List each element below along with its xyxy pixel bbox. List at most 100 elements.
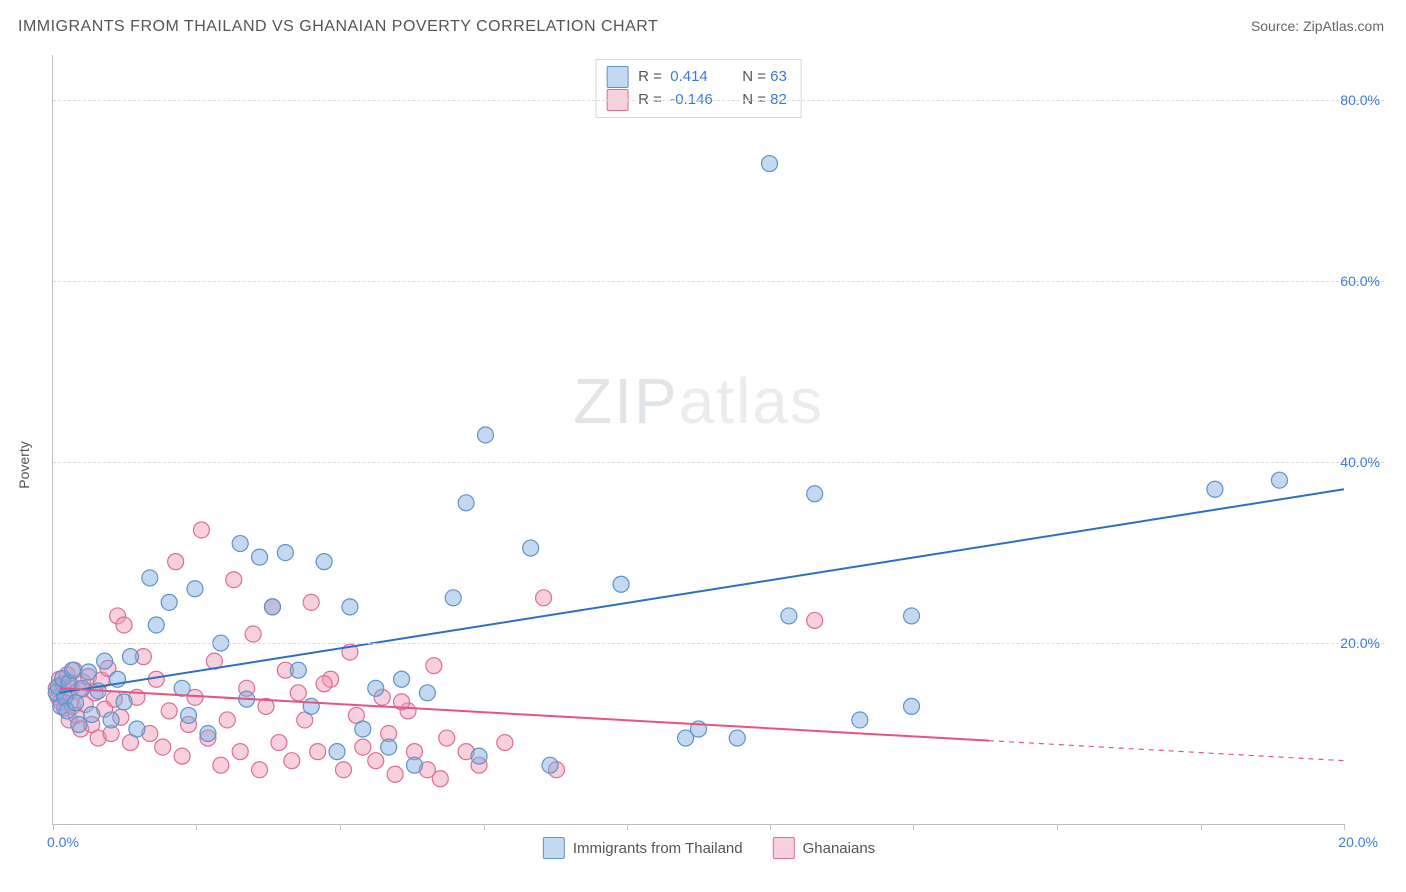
header: IMMIGRANTS FROM THAILAND VS GHANAIAN POV… [0, 0, 1406, 42]
y-tick-label: 40.0% [1320, 454, 1384, 470]
point-thailand [471, 748, 487, 764]
x-tick [1344, 824, 1345, 830]
point-thailand [303, 698, 319, 714]
source-name: ZipAtlas.com [1303, 18, 1384, 34]
point-ghanaian [271, 735, 287, 751]
point-thailand [68, 695, 84, 711]
point-ghanaian [368, 753, 384, 769]
r-label: R = [638, 68, 662, 85]
point-ghanaian [303, 594, 319, 610]
point-ghanaian [284, 753, 300, 769]
x-axis-max-label: 20.0% [1338, 834, 1378, 850]
point-thailand [381, 739, 397, 755]
x-tick [913, 824, 914, 830]
point-thailand [187, 581, 203, 597]
point-thailand [161, 594, 177, 610]
point-thailand [277, 545, 293, 561]
point-ghanaian [226, 572, 242, 588]
swatch-thailand-icon [543, 837, 565, 859]
source-attribution: Source: ZipAtlas.com [1251, 18, 1384, 34]
point-thailand [1271, 472, 1287, 488]
point-ghanaian [213, 757, 229, 773]
y-axis-label: Poverty [16, 441, 32, 488]
point-thailand [264, 599, 280, 615]
x-axis-min-label: 0.0% [47, 834, 79, 850]
plot-area: ZIPatlas R = 0.414 N = 63 R = -0.146 N =… [52, 55, 1344, 825]
x-tick [770, 824, 771, 830]
point-thailand [781, 608, 797, 624]
point-thailand [852, 712, 868, 728]
point-thailand [252, 549, 268, 565]
point-thailand [148, 617, 164, 633]
point-thailand [97, 653, 113, 669]
legend-row-thailand: R = 0.414 N = 63 [606, 66, 787, 89]
point-ghanaian [155, 739, 171, 755]
point-thailand [64, 662, 80, 678]
point-thailand [103, 712, 119, 728]
x-tick [1201, 824, 1202, 830]
legend-item-thailand: Immigrants from Thailand [543, 837, 743, 859]
y-tick-label: 80.0% [1320, 92, 1384, 108]
point-thailand [542, 757, 558, 773]
y-tick-label: 20.0% [1320, 635, 1384, 651]
scatter-svg [53, 55, 1344, 824]
point-ghanaian [497, 735, 513, 751]
point-thailand [729, 730, 745, 746]
point-ghanaian [432, 771, 448, 787]
x-tick [53, 824, 54, 830]
point-ghanaian [219, 712, 235, 728]
point-ghanaian [536, 590, 552, 606]
point-ghanaian [116, 617, 132, 633]
point-thailand [523, 540, 539, 556]
point-thailand [116, 694, 132, 710]
point-ghanaian [193, 522, 209, 538]
point-thailand [316, 554, 332, 570]
point-thailand [458, 495, 474, 511]
gridline [53, 100, 1384, 101]
point-thailand [181, 707, 197, 723]
point-ghanaian [426, 658, 442, 674]
x-tick [196, 824, 197, 830]
swatch-thailand [606, 66, 628, 88]
point-thailand [807, 486, 823, 502]
point-ghanaian [232, 744, 248, 760]
point-ghanaian [252, 762, 268, 778]
point-thailand [904, 698, 920, 714]
x-tick [1057, 824, 1058, 830]
point-thailand [904, 608, 920, 624]
point-ghanaian [387, 766, 403, 782]
point-thailand [290, 662, 306, 678]
gridline [53, 281, 1384, 282]
point-thailand [355, 721, 371, 737]
point-ghanaian [439, 730, 455, 746]
point-thailand [394, 671, 410, 687]
gridline [53, 462, 1384, 463]
point-thailand [342, 599, 358, 615]
x-tick [484, 824, 485, 830]
point-ghanaian [161, 703, 177, 719]
point-thailand [1207, 481, 1223, 497]
point-thailand [129, 721, 145, 737]
point-ghanaian [807, 612, 823, 628]
page-title: IMMIGRANTS FROM THAILAND VS GHANAIAN POV… [18, 18, 658, 36]
point-thailand [142, 570, 158, 586]
legend-label-thailand: Immigrants from Thailand [573, 840, 743, 857]
point-thailand [329, 744, 345, 760]
point-thailand [762, 156, 778, 172]
legend-item-ghanaian: Ghanaians [773, 837, 876, 859]
trendline-ghanaian-extrapolated [989, 741, 1344, 761]
y-tick-label: 60.0% [1320, 273, 1384, 289]
point-thailand [406, 757, 422, 773]
n-value-thailand: 63 [770, 68, 787, 85]
point-thailand [445, 590, 461, 606]
point-thailand [613, 576, 629, 592]
series-legend: Immigrants from Thailand Ghanaians [543, 837, 875, 859]
source-prefix: Source: [1251, 18, 1303, 34]
point-ghanaian [316, 676, 332, 692]
trendline-thailand [59, 489, 1344, 693]
x-tick [340, 824, 341, 830]
point-ghanaian [335, 762, 351, 778]
point-thailand [84, 707, 100, 723]
n-label: N = [742, 68, 766, 85]
swatch-ghanaian-icon [773, 837, 795, 859]
